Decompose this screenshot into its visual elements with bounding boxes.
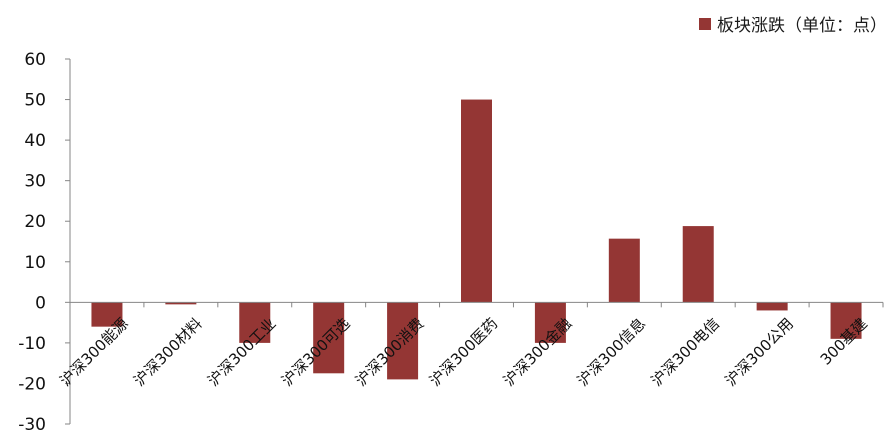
y-tick-label: 60 xyxy=(24,50,46,70)
y-tick-label: 10 xyxy=(24,253,46,273)
bar xyxy=(534,302,566,343)
x-tick-label: 沪深300医药 xyxy=(426,314,501,389)
bar xyxy=(608,238,640,303)
legend-swatch xyxy=(699,17,711,30)
x-tick-label: 沪深300材料 xyxy=(130,314,205,389)
y-axis: 60 50 40 30 20 10 0 -10 -20 -30 xyxy=(18,50,71,434)
bar xyxy=(461,99,492,303)
bar xyxy=(682,226,714,303)
bar xyxy=(756,302,788,311)
x-axis: 沪深300能源沪深300材料沪深300工业沪深300可选沪深300消费沪深300… xyxy=(56,301,884,390)
bar xyxy=(313,302,345,374)
y-tick-label: 20 xyxy=(24,212,46,232)
x-tick-label: 沪深300电信 xyxy=(648,314,723,389)
bar xyxy=(165,302,197,305)
bar xyxy=(91,302,123,327)
bars xyxy=(91,99,862,380)
bar xyxy=(387,302,419,380)
x-tick-label: 沪深300公用 xyxy=(722,314,797,389)
bar xyxy=(239,302,271,343)
legend: 板块涨跌（单位：点） xyxy=(699,11,887,36)
y-tick-label: 30 xyxy=(24,172,46,192)
bar xyxy=(830,302,862,339)
y-tick-label: -10 xyxy=(18,334,46,354)
y-tick-label: -20 xyxy=(18,374,46,394)
y-tick-label: 0 xyxy=(35,293,46,313)
y-tick-label: 50 xyxy=(24,91,46,111)
legend-label: 板块涨跌（单位：点） xyxy=(717,16,887,36)
y-tick-label: 40 xyxy=(24,131,46,151)
x-tick-label: 沪深300信息 xyxy=(574,314,649,389)
y-tick-label: -30 xyxy=(18,415,46,434)
